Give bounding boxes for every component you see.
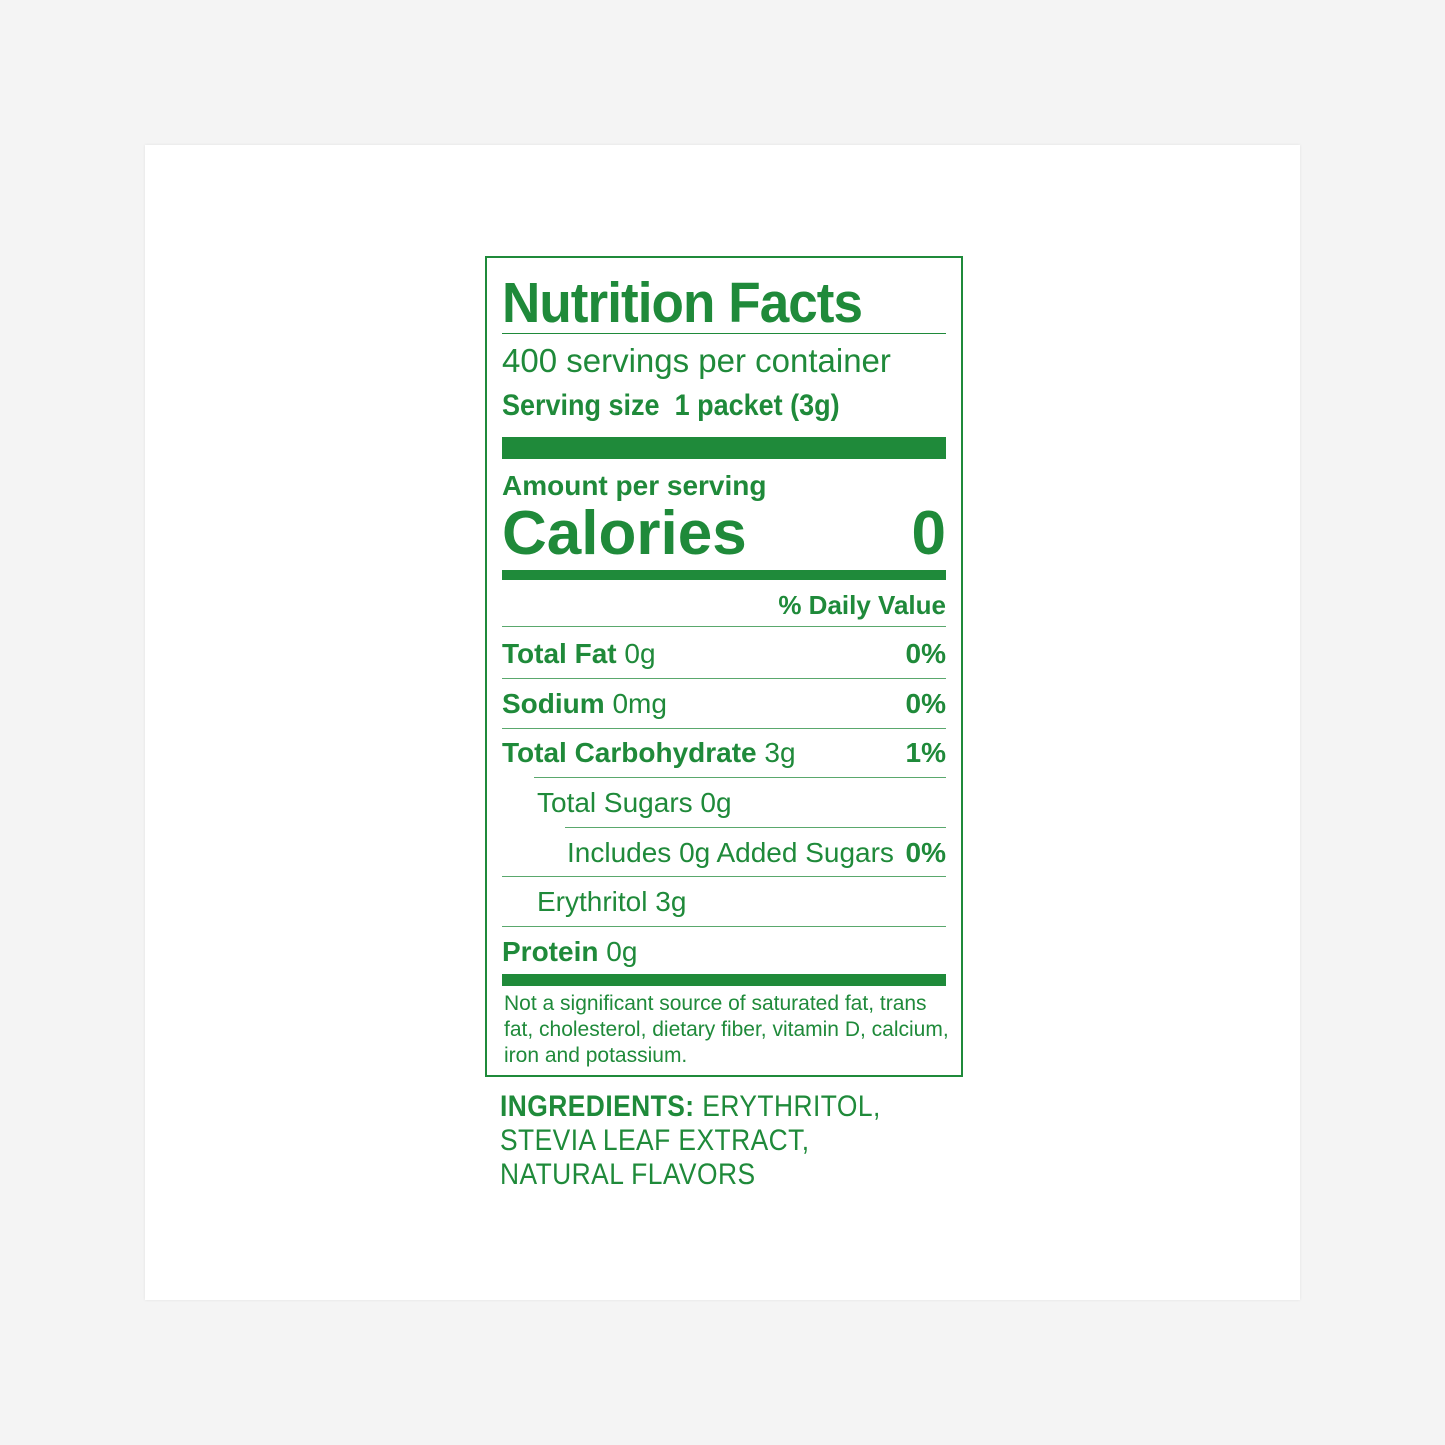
nutrient-row-erythritol: Erythritol 3g [537, 877, 946, 926]
serving-size-label: Serving size [502, 389, 660, 422]
nutrient-row-sodium: Sodium 0mg 0% [502, 679, 946, 728]
divider [534, 777, 946, 778]
thick-divider [502, 437, 946, 459]
nutrient-dv: 0% [905, 836, 946, 868]
nutrient-dv: 0% [905, 687, 946, 719]
nutrition-facts-panel: Nutrition Facts 400 servings per contain… [485, 256, 963, 1077]
divider [502, 926, 946, 927]
ingredient-line: STEVIA LEAF EXTRACT, [500, 1124, 810, 1157]
nutrient-row-total-sugars: Total Sugars 0g [537, 778, 946, 827]
daily-value-header: % Daily Value [778, 590, 946, 620]
ingredients-heading: INGREDIENTS: [500, 1090, 695, 1123]
footnote: Not a significant source of saturated fa… [504, 992, 949, 1067]
divider [502, 333, 946, 334]
nutrient-dv: 1% [905, 736, 946, 768]
ingredients-list: INGREDIENTS: ERYTHRITOL, STEVIA LEAF EXT… [500, 1090, 881, 1192]
nutrient-amount: 0g [606, 935, 638, 967]
nutrient-amount: 0g [624, 637, 656, 669]
servings-per-container: 400 servings per container [502, 342, 891, 379]
nutrient-amount: 3g [764, 736, 796, 768]
nutrient-amount: Erythritol 3g [537, 885, 687, 917]
nutrient-name: Sodium [502, 687, 605, 719]
nutrient-row-total-carbohydrate: Total Carbohydrate 3g 1% [502, 728, 946, 777]
ingredient-line: NATURAL FLAVORS [500, 1158, 756, 1191]
nutrient-amount: 0mg [612, 687, 667, 719]
divider [502, 728, 946, 729]
nutrient-row-protein: Protein 0g [502, 927, 946, 976]
amount-per-serving: Amount per serving [502, 470, 767, 501]
thick-divider [502, 974, 946, 986]
nutrient-name: Total Fat [502, 637, 617, 669]
ingredient-line: ERYTHRITOL, [702, 1090, 881, 1123]
nutrient-row-total-fat: Total Fat 0g 0% [502, 629, 946, 678]
nutrient-dv: 0% [905, 637, 946, 669]
nutrient-amount: Total Sugars 0g [537, 786, 732, 818]
nutrient-name: Protein [502, 935, 599, 967]
divider [502, 626, 946, 627]
divider [565, 827, 946, 828]
nutrient-row-added-sugars: Includes 0g Added Sugars 0% [567, 828, 946, 877]
nutrient-name: Total Carbohydrate [502, 736, 757, 768]
divider [502, 876, 946, 877]
medium-divider [502, 570, 946, 580]
calories-value: 0 [911, 499, 946, 568]
serving-size: Serving size 1 packet (3g) [502, 389, 877, 423]
divider [502, 678, 946, 679]
product-image-card [145, 145, 1300, 1300]
calories-label: Calories [502, 499, 747, 568]
serving-size-value: 1 packet (3g) [674, 389, 840, 422]
nutrient-amount: Includes 0g Added Sugars [567, 836, 894, 868]
panel-title: Nutrition Facts [502, 271, 863, 335]
